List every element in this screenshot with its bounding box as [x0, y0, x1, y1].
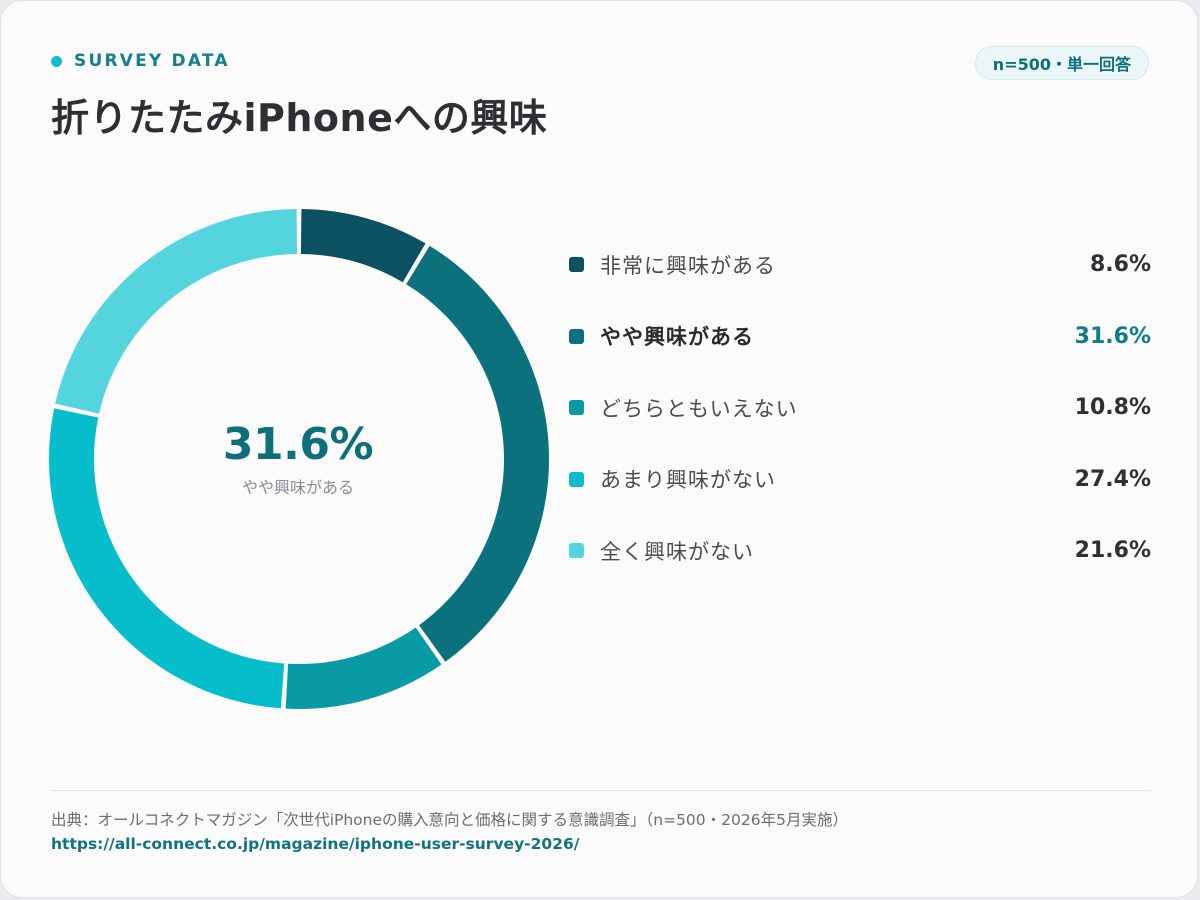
legend-label: 全く興味がない: [600, 539, 754, 564]
donut-chart: [48, 209, 549, 710]
donut-center-value: 31.6%: [222, 419, 374, 470]
eyebrow: SURVEY DATA: [51, 51, 230, 71]
legend-label: 非常に興味がある: [600, 253, 776, 278]
legend-value: 8.6%: [1089, 252, 1151, 278]
donut-slice-3: [285, 627, 442, 710]
legend-swatch: [569, 328, 584, 344]
source-citation: 出典：オールコネクトマガジン「次世代iPhoneの購入意向と価格に関する意識調査…: [51, 811, 848, 829]
donut-slice-5: [55, 209, 298, 414]
legend-swatch: [569, 543, 584, 559]
chart-title: 折りたたみiPhoneへの興味: [51, 96, 548, 140]
legend-value: 10.8%: [1074, 395, 1151, 421]
legend-item: 全く興味がない 21.6%: [569, 515, 1151, 587]
chart-legend: 非常に興味がある 8.6% やや興味がある 31.6% どちらともいえない 10.8% あま…: [569, 229, 1151, 587]
legend-value: 31.6%: [1074, 323, 1151, 349]
legend-value: 27.4%: [1074, 466, 1151, 492]
donut-slice-1: [300, 209, 426, 283]
donut-slice-2: [406, 245, 549, 662]
legend-item: 非常に興味がある 8.6%: [569, 229, 1151, 301]
eyebrow-label: SURVEY DATA: [74, 51, 230, 71]
footer-divider: [51, 790, 1151, 791]
legend-swatch: [569, 471, 584, 487]
legend-item: どちらともいえない 10.8%: [569, 372, 1151, 444]
legend-item: やや興味がある 31.6%: [569, 301, 1151, 373]
legend-swatch: [569, 257, 584, 273]
donut-slice-4: [48, 408, 285, 709]
sample-size-badge: n=500・単一回答: [974, 46, 1149, 80]
legend-label: あまり興味がない: [600, 468, 776, 493]
legend-item: あまり興味がない 27.4%: [569, 444, 1151, 516]
legend-swatch: [569, 400, 584, 416]
legend-label: どちらともいえない: [600, 396, 798, 421]
legend-label: やや興味がある: [600, 325, 754, 350]
source-link[interactable]: https://all-connect.co.jp/magazine/iphon…: [51, 835, 580, 853]
donut-center-label: やや興味がある: [241, 478, 354, 497]
eyebrow-dot-icon: [51, 55, 62, 67]
legend-value: 21.6%: [1074, 538, 1151, 564]
